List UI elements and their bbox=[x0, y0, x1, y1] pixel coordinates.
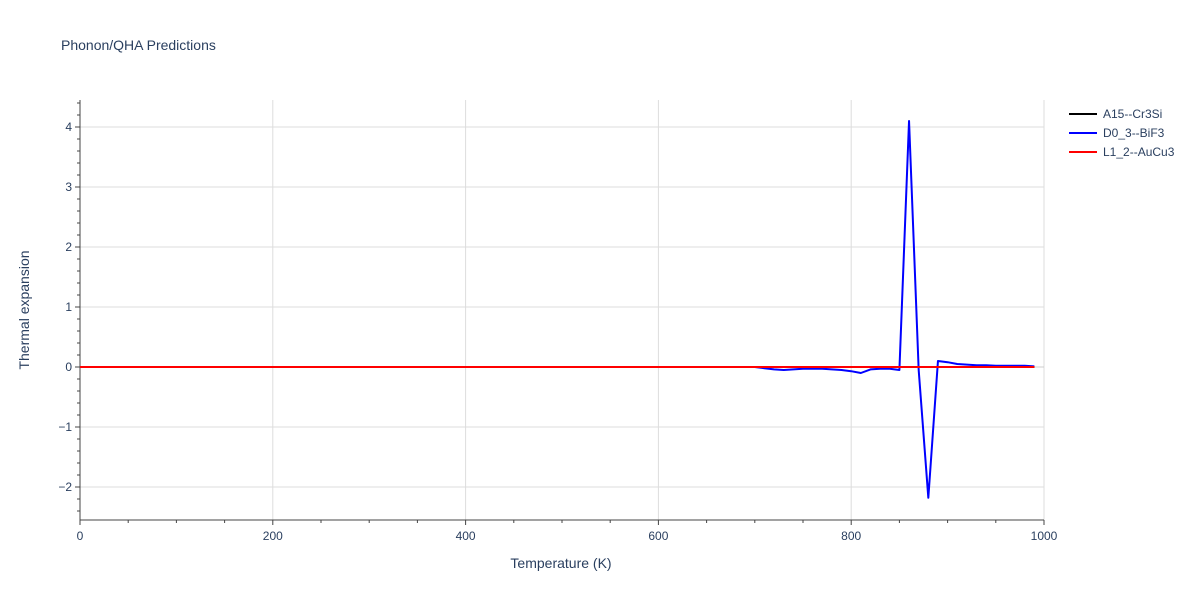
y-tick-label-2: 0 bbox=[65, 360, 72, 374]
y-tick-label-4: 2 bbox=[65, 240, 72, 254]
x-axis-title: Temperature (K) bbox=[510, 555, 611, 571]
legend-label-a15-cr3si: A15--Cr3Si bbox=[1103, 107, 1162, 121]
y-tick-label-0: −2 bbox=[58, 480, 72, 494]
x-tick-label-4: 800 bbox=[841, 529, 861, 543]
x-tick-label-3: 600 bbox=[648, 529, 668, 543]
y-tick-label-3: 1 bbox=[65, 300, 72, 314]
series-line-d0-3-bif3 bbox=[80, 120, 1035, 499]
chart-title: Phonon/QHA Predictions bbox=[61, 37, 216, 53]
legend-label-d0-3-bif3: D0_3--BiF3 bbox=[1103, 126, 1165, 140]
x-tick-label-5: 1000 bbox=[1031, 529, 1058, 543]
y-tick-label-5: 3 bbox=[65, 180, 72, 194]
legend-label-l1-2-aucu3: L1_2--AuCu3 bbox=[1103, 145, 1175, 159]
y-tick-label-6: 4 bbox=[65, 120, 72, 134]
x-tick-label-0: 0 bbox=[77, 529, 84, 543]
y-tick-label-1: −1 bbox=[58, 420, 72, 434]
series-layer bbox=[80, 120, 1035, 499]
axis-layer: 0 200 400 600 800 1000 −2 −1 0 1 2 3 4 bbox=[58, 100, 1058, 543]
legend: A15--Cr3Si D0_3--BiF3 L1_2--AuCu3 bbox=[1069, 107, 1175, 159]
y-axis-title: Thermal expansion bbox=[16, 250, 32, 369]
grid-layer bbox=[80, 100, 1045, 520]
x-tick-label-2: 400 bbox=[456, 529, 476, 543]
x-tick-label-1: 200 bbox=[263, 529, 283, 543]
